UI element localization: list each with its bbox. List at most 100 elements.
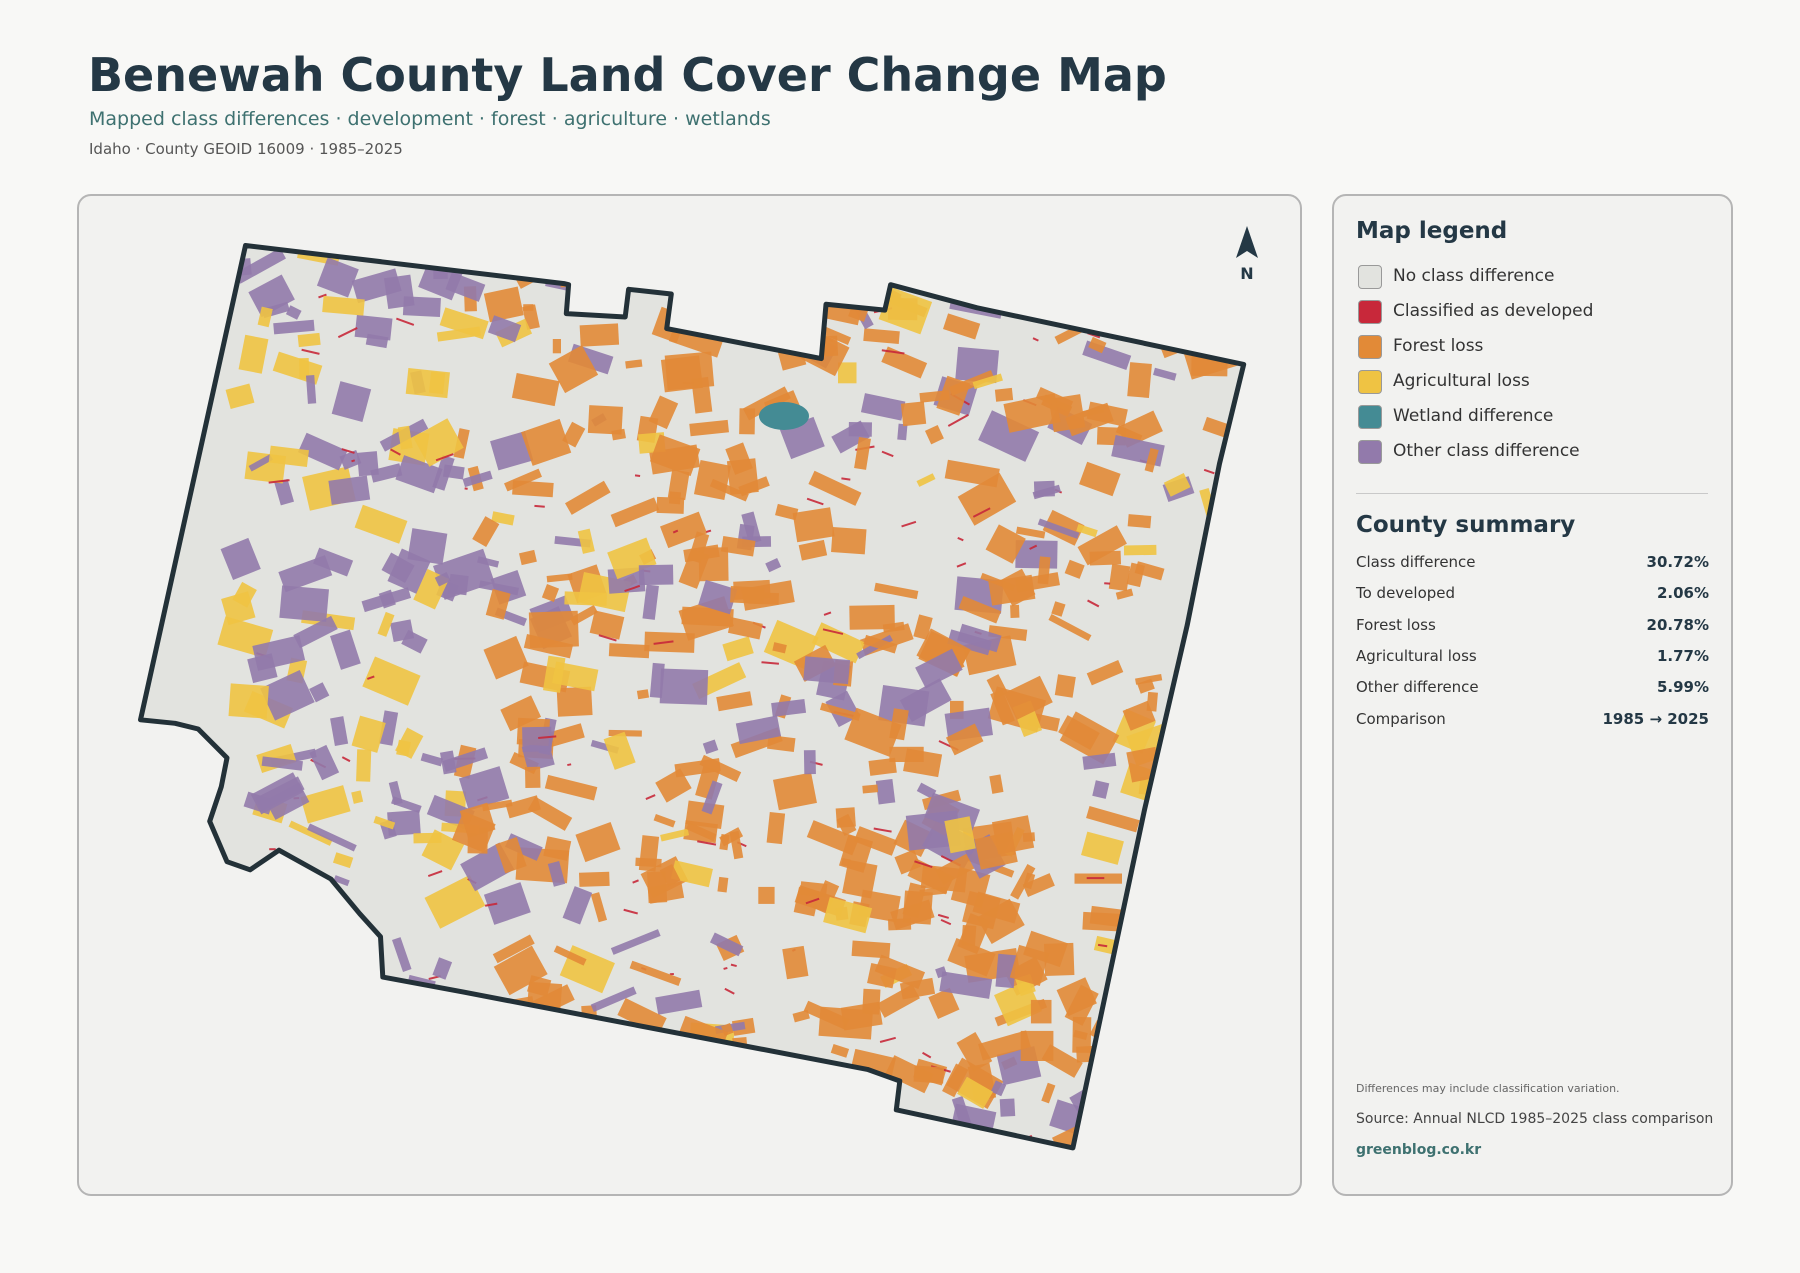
- change-patch: [1174, 1012, 1193, 1044]
- change-patch: [669, 1080, 702, 1114]
- change-patch: [1294, 492, 1300, 528]
- change-patch: [278, 928, 311, 947]
- change-patch: [525, 766, 541, 788]
- change-patch: [1010, 864, 1036, 900]
- change-patch: [1274, 841, 1300, 863]
- change-patch: [1275, 578, 1300, 617]
- change-patch: [937, 913, 950, 919]
- change-patch: [1106, 277, 1159, 323]
- change-patch: [659, 863, 681, 887]
- change-patch: [268, 445, 309, 468]
- change-patch: [269, 848, 276, 851]
- change-patch: [808, 470, 862, 506]
- change-patch: [822, 628, 844, 635]
- change-patch: [1144, 447, 1159, 473]
- change-patch: [565, 480, 611, 515]
- change-patch: [1251, 1062, 1274, 1073]
- change-patch: [860, 393, 906, 421]
- change-patch: [940, 918, 952, 926]
- change-patch: [1193, 256, 1241, 294]
- change-patch: [391, 796, 422, 814]
- change-patch: [1228, 455, 1244, 487]
- change-patch: [649, 1136, 699, 1148]
- summary-label: Agricultural loss: [1356, 646, 1477, 665]
- change-patch: [686, 822, 717, 842]
- change-patch: [1091, 1058, 1125, 1089]
- change-patch: [915, 648, 963, 689]
- change-patch: [625, 1146, 644, 1148]
- change-patch: [1259, 659, 1300, 698]
- change-patch: [1086, 877, 1105, 880]
- change-patch: [914, 860, 933, 869]
- change-patch: [1124, 274, 1162, 302]
- change-patch: [680, 255, 729, 295]
- change-patch: [799, 881, 828, 898]
- change-patch: [1297, 865, 1300, 873]
- change-patch: [481, 799, 513, 812]
- change-patch: [472, 516, 500, 548]
- change-patch: [439, 307, 489, 340]
- change-patch: [617, 998, 667, 1036]
- change-patch: [1200, 1136, 1244, 1148]
- summary-label: To developed: [1356, 584, 1456, 603]
- change-patch: [330, 629, 361, 670]
- change-patch: [806, 820, 860, 856]
- legend-label: Other class difference: [1393, 441, 1580, 461]
- change-patch: [553, 945, 587, 966]
- change-patch: [1163, 473, 1191, 497]
- change-patch: [560, 1031, 613, 1071]
- change-patch: [762, 1119, 776, 1136]
- change-patch: [738, 476, 770, 497]
- change-patch: [538, 735, 557, 739]
- change-patch: [798, 539, 828, 561]
- change-patch: [811, 622, 866, 664]
- change-patch: [236, 1087, 261, 1103]
- change-patch: [610, 497, 660, 528]
- change-patch: [390, 448, 401, 456]
- change-patch: [655, 245, 696, 286]
- change-patch: [1274, 798, 1300, 831]
- change-patch: [1249, 790, 1274, 821]
- north-arrow: [1236, 226, 1258, 258]
- change-patch: [318, 1037, 364, 1073]
- change-patch: [625, 1074, 669, 1096]
- change-patch: [1081, 831, 1124, 865]
- change-patch: [287, 931, 302, 945]
- change-patch: [273, 319, 315, 335]
- change-patch: [543, 836, 572, 861]
- change-patch: [238, 334, 269, 374]
- change-patch: [836, 813, 857, 836]
- change-patch: [827, 1107, 850, 1140]
- change-patch: [278, 924, 298, 947]
- change-patch: [579, 1115, 635, 1148]
- change-patch: [1077, 525, 1127, 566]
- change-patch: [351, 268, 402, 304]
- county-outline: [138, 243, 1247, 1151]
- change-patch: [1227, 1112, 1240, 1148]
- change-patch: [477, 556, 500, 568]
- change-patch: [598, 634, 617, 642]
- change-patch: [483, 635, 529, 680]
- change-patch: [396, 317, 415, 326]
- legend-title: Map legend: [1356, 218, 1508, 244]
- change-patch: [660, 511, 708, 549]
- change-patch: [326, 909, 340, 936]
- change-patch: [518, 1075, 531, 1090]
- change-patch: [841, 477, 851, 481]
- wetland-patch: [759, 402, 809, 430]
- change-patch: [405, 368, 450, 399]
- change-patch: [491, 511, 515, 526]
- change-patch: [1274, 674, 1300, 711]
- change-patch: [957, 472, 1017, 526]
- change-patch: [666, 1079, 681, 1094]
- change-patch: [901, 520, 917, 528]
- change-patch: [251, 975, 268, 996]
- change-patch: [957, 913, 991, 955]
- change-patch: [715, 1084, 737, 1110]
- change-patch: [819, 1110, 843, 1135]
- change-patch: [669, 973, 674, 976]
- change-patch: [1192, 815, 1234, 846]
- change-patch: [403, 1042, 411, 1046]
- change-patch: [1265, 1010, 1290, 1030]
